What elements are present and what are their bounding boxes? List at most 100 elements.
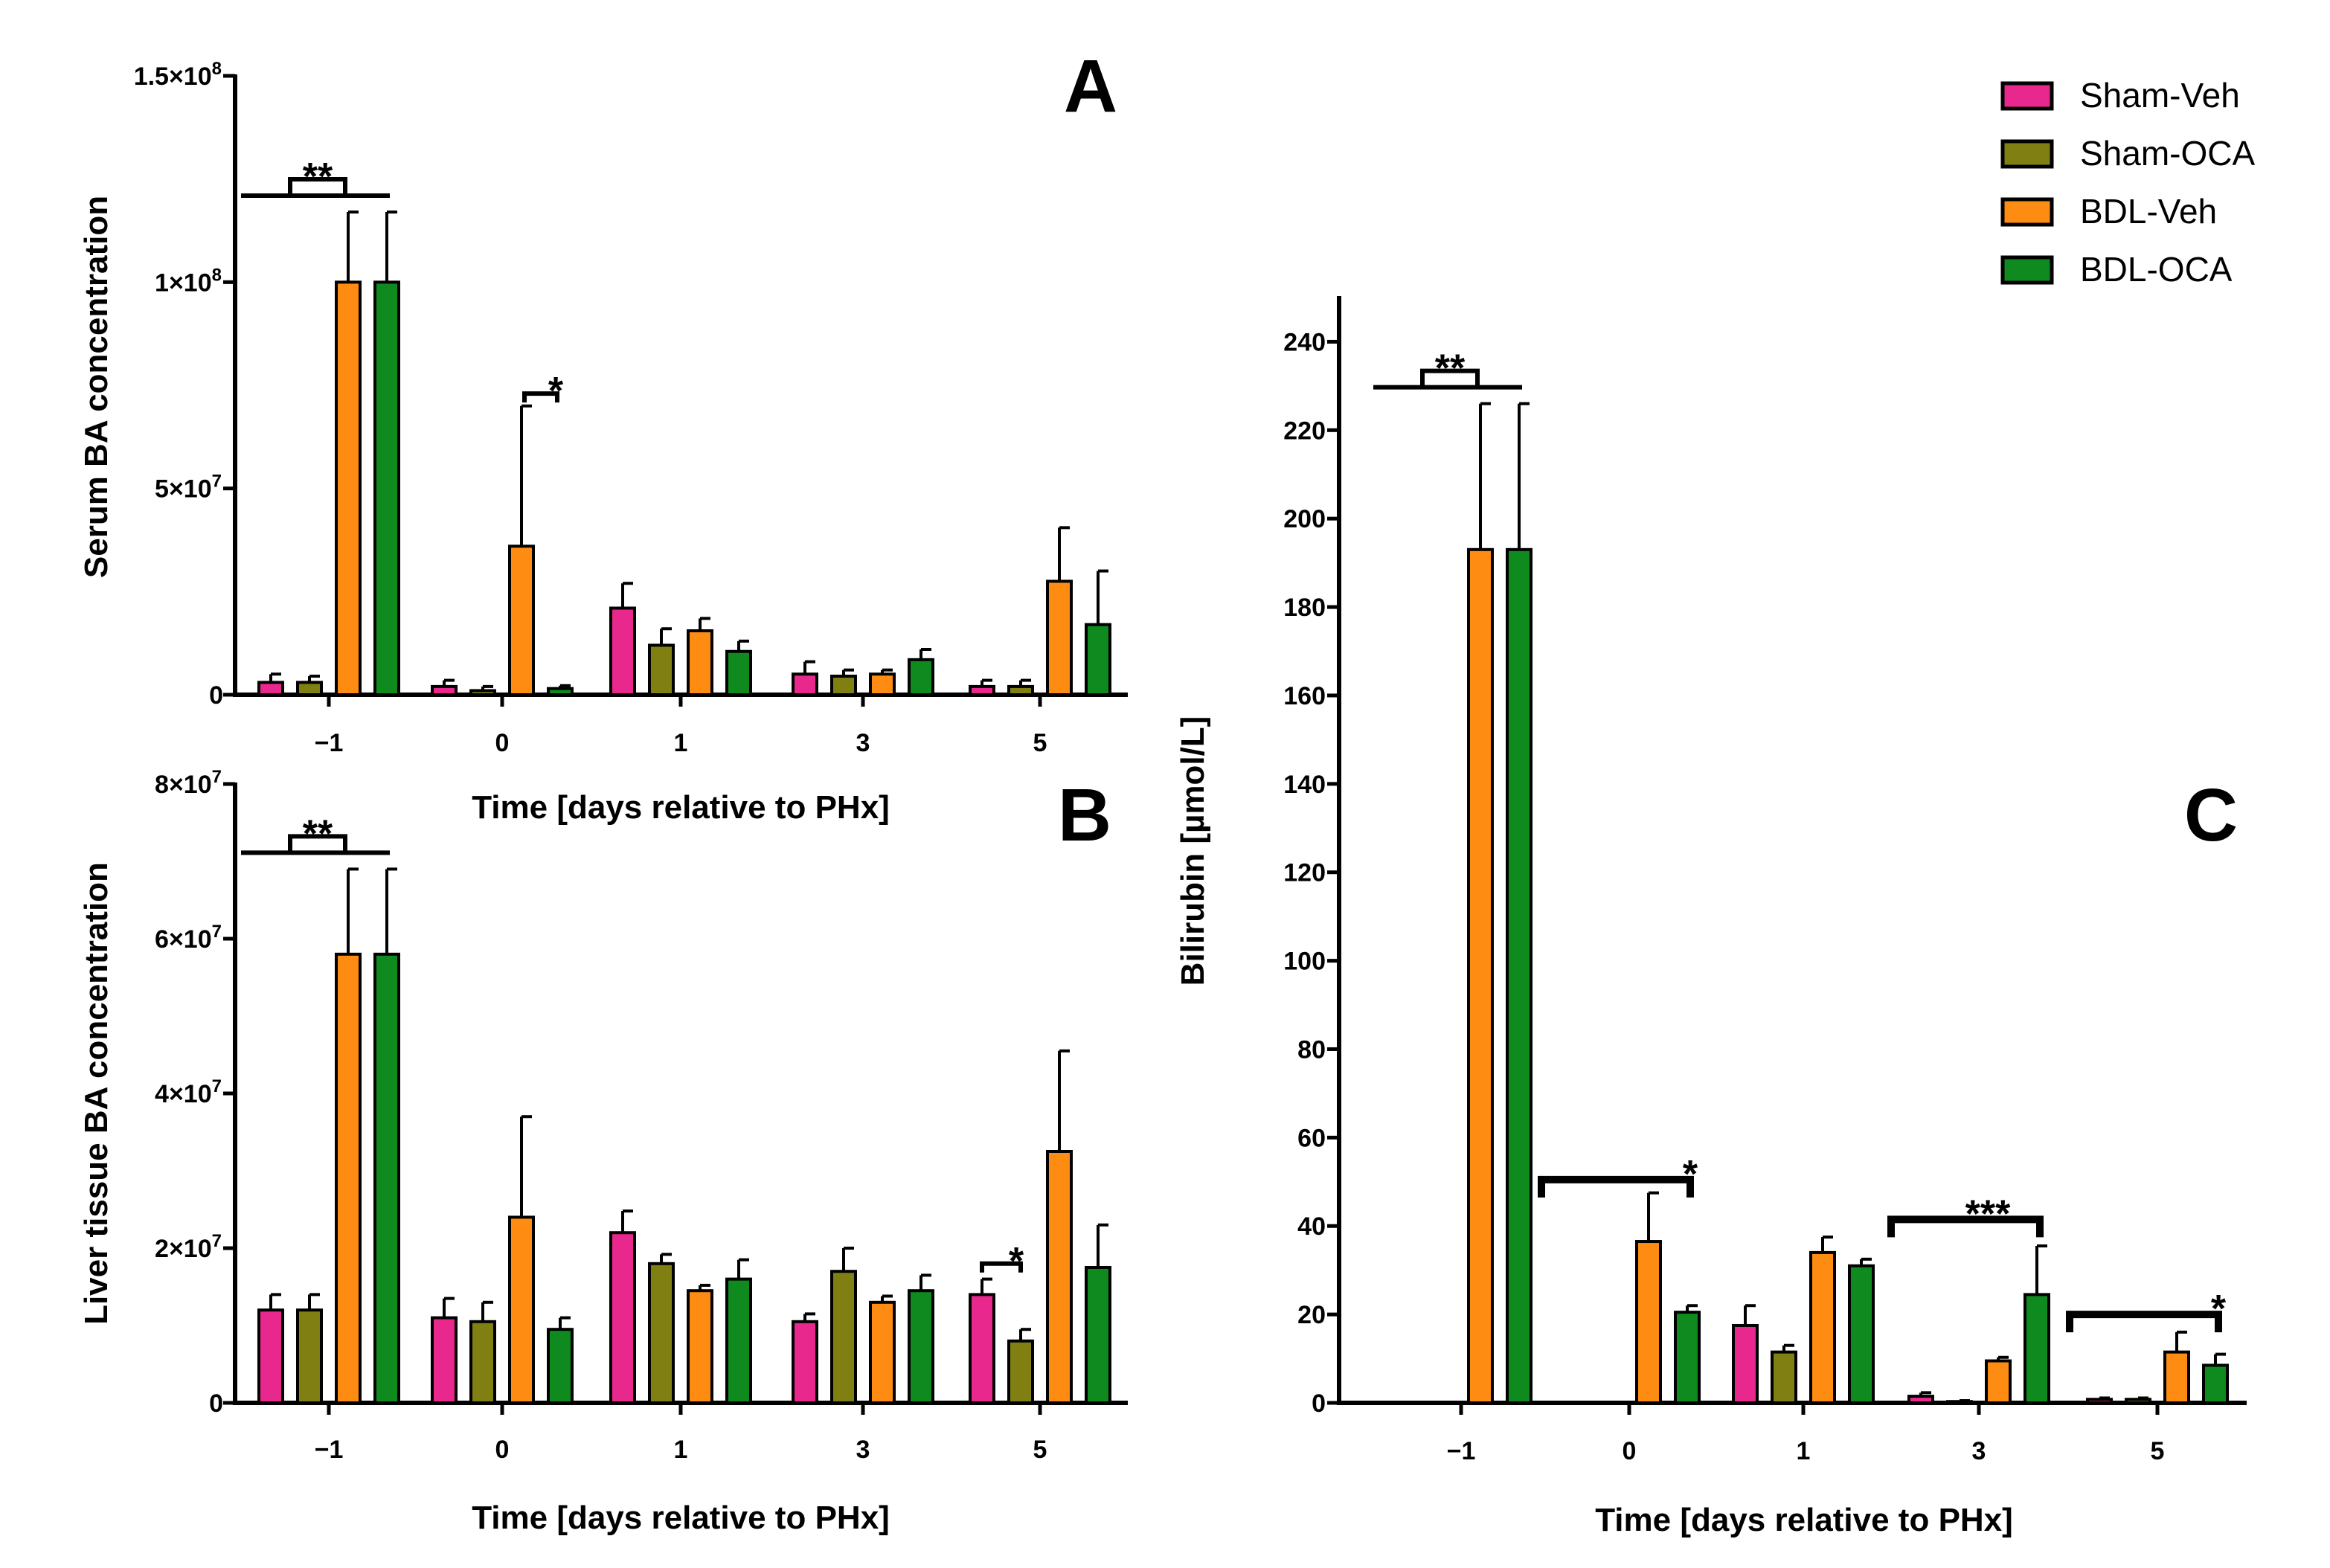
legend-label-sham-oca: Sham-OCA xyxy=(2080,134,2255,173)
panel-a-bar-bdl-oca xyxy=(725,649,752,697)
panel-a-ytick-label: 1.5×108 xyxy=(134,59,222,91)
panel-a-ylabel: Serum BA concentration xyxy=(78,196,115,578)
panel-b-bar-sham-veh xyxy=(431,1316,458,1404)
panel-b-bar-bdl-oca xyxy=(547,1328,574,1404)
panel-a-bar-bdl-veh xyxy=(1046,579,1073,697)
panel-c-ytick-label: 200 xyxy=(1283,505,1326,533)
panel-c-bar-bdl-veh xyxy=(1809,1250,1836,1405)
panel-c-ytick-label: 160 xyxy=(1283,682,1326,710)
panel-a: Serum BA concentration Time [days relati… xyxy=(78,45,1128,826)
panel-c-xtick-label: 0 xyxy=(1623,1437,1637,1465)
panel-a-ytick-label: 0 xyxy=(209,681,223,710)
panel-c-bar-sham-veh xyxy=(1732,1323,1759,1404)
legend-swatch-sham-veh xyxy=(2000,81,2054,111)
panel-a-xtick-label: −1 xyxy=(315,729,344,757)
panel-c-letter: C xyxy=(2184,774,2238,857)
panel-c-ytick-label: 180 xyxy=(1283,594,1326,622)
panel-b-bar-bdl-veh xyxy=(687,1289,713,1404)
panel-b-bar-sham-veh xyxy=(792,1320,818,1405)
panel-b-xtick-label: 5 xyxy=(1033,1436,1047,1464)
legend: Sham-Veh Sham-OCA BDL-Veh BDL-OCA xyxy=(2000,76,2255,289)
panel-a-bar-bdl-oca xyxy=(373,280,400,697)
panel-c-bar-sham-oca xyxy=(2125,1398,2151,1404)
panel-c-bar-sham-oca xyxy=(1771,1350,1797,1405)
panel-b-bar-sham-oca xyxy=(469,1320,496,1405)
panel-c-ylabel: Bilirubin [µmol/L] xyxy=(1175,716,1211,986)
panel-c-sig-bracket xyxy=(1887,1215,2044,1238)
panel-c-bar-sham-veh xyxy=(1907,1395,1934,1404)
panel-a-bar-sham-oca xyxy=(830,675,857,696)
panel-b: Liver tissue BA concentration Time [days… xyxy=(78,767,1128,1536)
panel-c-xtick-label: −1 xyxy=(1447,1437,1476,1465)
panel-b-ytick-label: 8×107 xyxy=(155,767,222,799)
panel-b-sig-label: * xyxy=(1009,1240,1024,1283)
panel-b-bar-bdl-oca xyxy=(725,1277,752,1404)
panel-c-xtick-label: 3 xyxy=(1972,1437,1986,1465)
panel-a-bar-sham-oca xyxy=(469,689,496,696)
panel-c-ytick-label: 60 xyxy=(1297,1124,1326,1152)
panel-c-bar-sham-veh xyxy=(2086,1398,2113,1404)
panel-c-ytick-label: 240 xyxy=(1283,328,1326,356)
panel-b-bar-bdl-veh xyxy=(508,1215,535,1405)
panel-a-sig-bracket xyxy=(288,177,347,196)
panel-b-bar-bdl-oca xyxy=(908,1289,934,1404)
panel-a-sig-label: * xyxy=(548,370,564,413)
legend-label-bdl-oca: BDL-OCA xyxy=(2080,250,2233,289)
legend-label-bdl-veh: BDL-Veh xyxy=(2080,192,2217,231)
panel-b-sig-label: ** xyxy=(303,812,333,855)
panel-c-xtick-label: 5 xyxy=(2151,1437,2165,1465)
panel-c-sig-label: * xyxy=(1683,1153,1698,1196)
panel-c-sig-label: * xyxy=(2211,1288,2227,1331)
panel-b-ytick-label: 0 xyxy=(209,1389,223,1418)
panel-a-ytick-label: 5×107 xyxy=(155,472,222,504)
panel-c-xtick-label: 1 xyxy=(1797,1437,1811,1465)
panel-c-sig-bracket xyxy=(1420,368,1480,388)
panel-a-sig-label: ** xyxy=(303,155,333,199)
panel-b-bar-sham-oca xyxy=(296,1308,323,1404)
panel-c-bar-bdl-veh xyxy=(1467,547,1494,1404)
panel-c-sig-bracket xyxy=(1538,1175,1694,1198)
panel-c-sig-label: ** xyxy=(1435,347,1466,391)
panel-a-bar-bdl-veh xyxy=(687,629,713,697)
panel-a-bar-sham-veh xyxy=(257,681,284,696)
panel-b-bar-sham-veh xyxy=(609,1231,636,1404)
panel-a-bar-bdl-oca xyxy=(547,687,574,696)
panel-b-ytick-label: 2×107 xyxy=(155,1231,222,1263)
panel-b-bar-sham-veh xyxy=(257,1308,284,1404)
panel-c-ytick-label: 220 xyxy=(1283,417,1326,445)
panel-b-bar-sham-oca xyxy=(1007,1339,1034,1405)
panel-c-bar-bdl-veh xyxy=(1985,1359,2012,1404)
panel-c-sig-label: *** xyxy=(1965,1192,2011,1236)
panel-b-sig-bracket xyxy=(288,834,347,853)
panel-a-bar-sham-oca xyxy=(1007,684,1034,697)
panel-c-sig-bracket xyxy=(2066,1311,2222,1333)
panel-a-bar-bdl-veh xyxy=(869,672,896,696)
panel-a-ytick-label: 1×108 xyxy=(155,265,222,297)
panel-a-xtick-label: 0 xyxy=(495,729,510,757)
panel-c-bar-bdl-oca xyxy=(1506,547,1533,1404)
panel-c-ytick-label: 0 xyxy=(1312,1389,1326,1418)
panel-a-bar-bdl-veh xyxy=(508,544,535,696)
panel-a-letter: A xyxy=(1064,45,1117,128)
panel-a-bar-sham-veh xyxy=(969,684,995,697)
panel-b-xtick-label: −1 xyxy=(315,1436,344,1464)
panel-a-bar-sham-oca xyxy=(296,681,323,696)
panel-c-bar-bdl-oca xyxy=(1848,1264,1875,1404)
panel-a-xtick-label: 5 xyxy=(1033,729,1047,757)
panel-c-bar-bdl-oca xyxy=(2202,1363,2229,1404)
panel-c-ytick-label: 40 xyxy=(1297,1212,1326,1241)
panel-a-sig-bracket xyxy=(522,391,559,403)
panel-a-bar-bdl-oca xyxy=(908,658,934,696)
panel-b-bar-bdl-oca xyxy=(373,952,400,1405)
legend-swatch-sham-oca xyxy=(2000,139,2054,169)
panel-c-ytick-label: 140 xyxy=(1283,771,1326,799)
panel-b-bar-bdl-veh xyxy=(1046,1150,1073,1404)
panel-c-bar-bdl-veh xyxy=(2163,1350,2190,1405)
panel-b-bar-sham-oca xyxy=(648,1262,675,1405)
panel-b-letter: B xyxy=(1058,774,1111,857)
panel-b-bar-sham-veh xyxy=(969,1293,995,1405)
panel-c-ytick-label: 20 xyxy=(1297,1301,1326,1329)
panel-c-ytick-label: 120 xyxy=(1283,859,1326,887)
panel-a-bar-sham-veh xyxy=(609,606,636,697)
panel-b-sig-bracket xyxy=(980,1261,1023,1273)
